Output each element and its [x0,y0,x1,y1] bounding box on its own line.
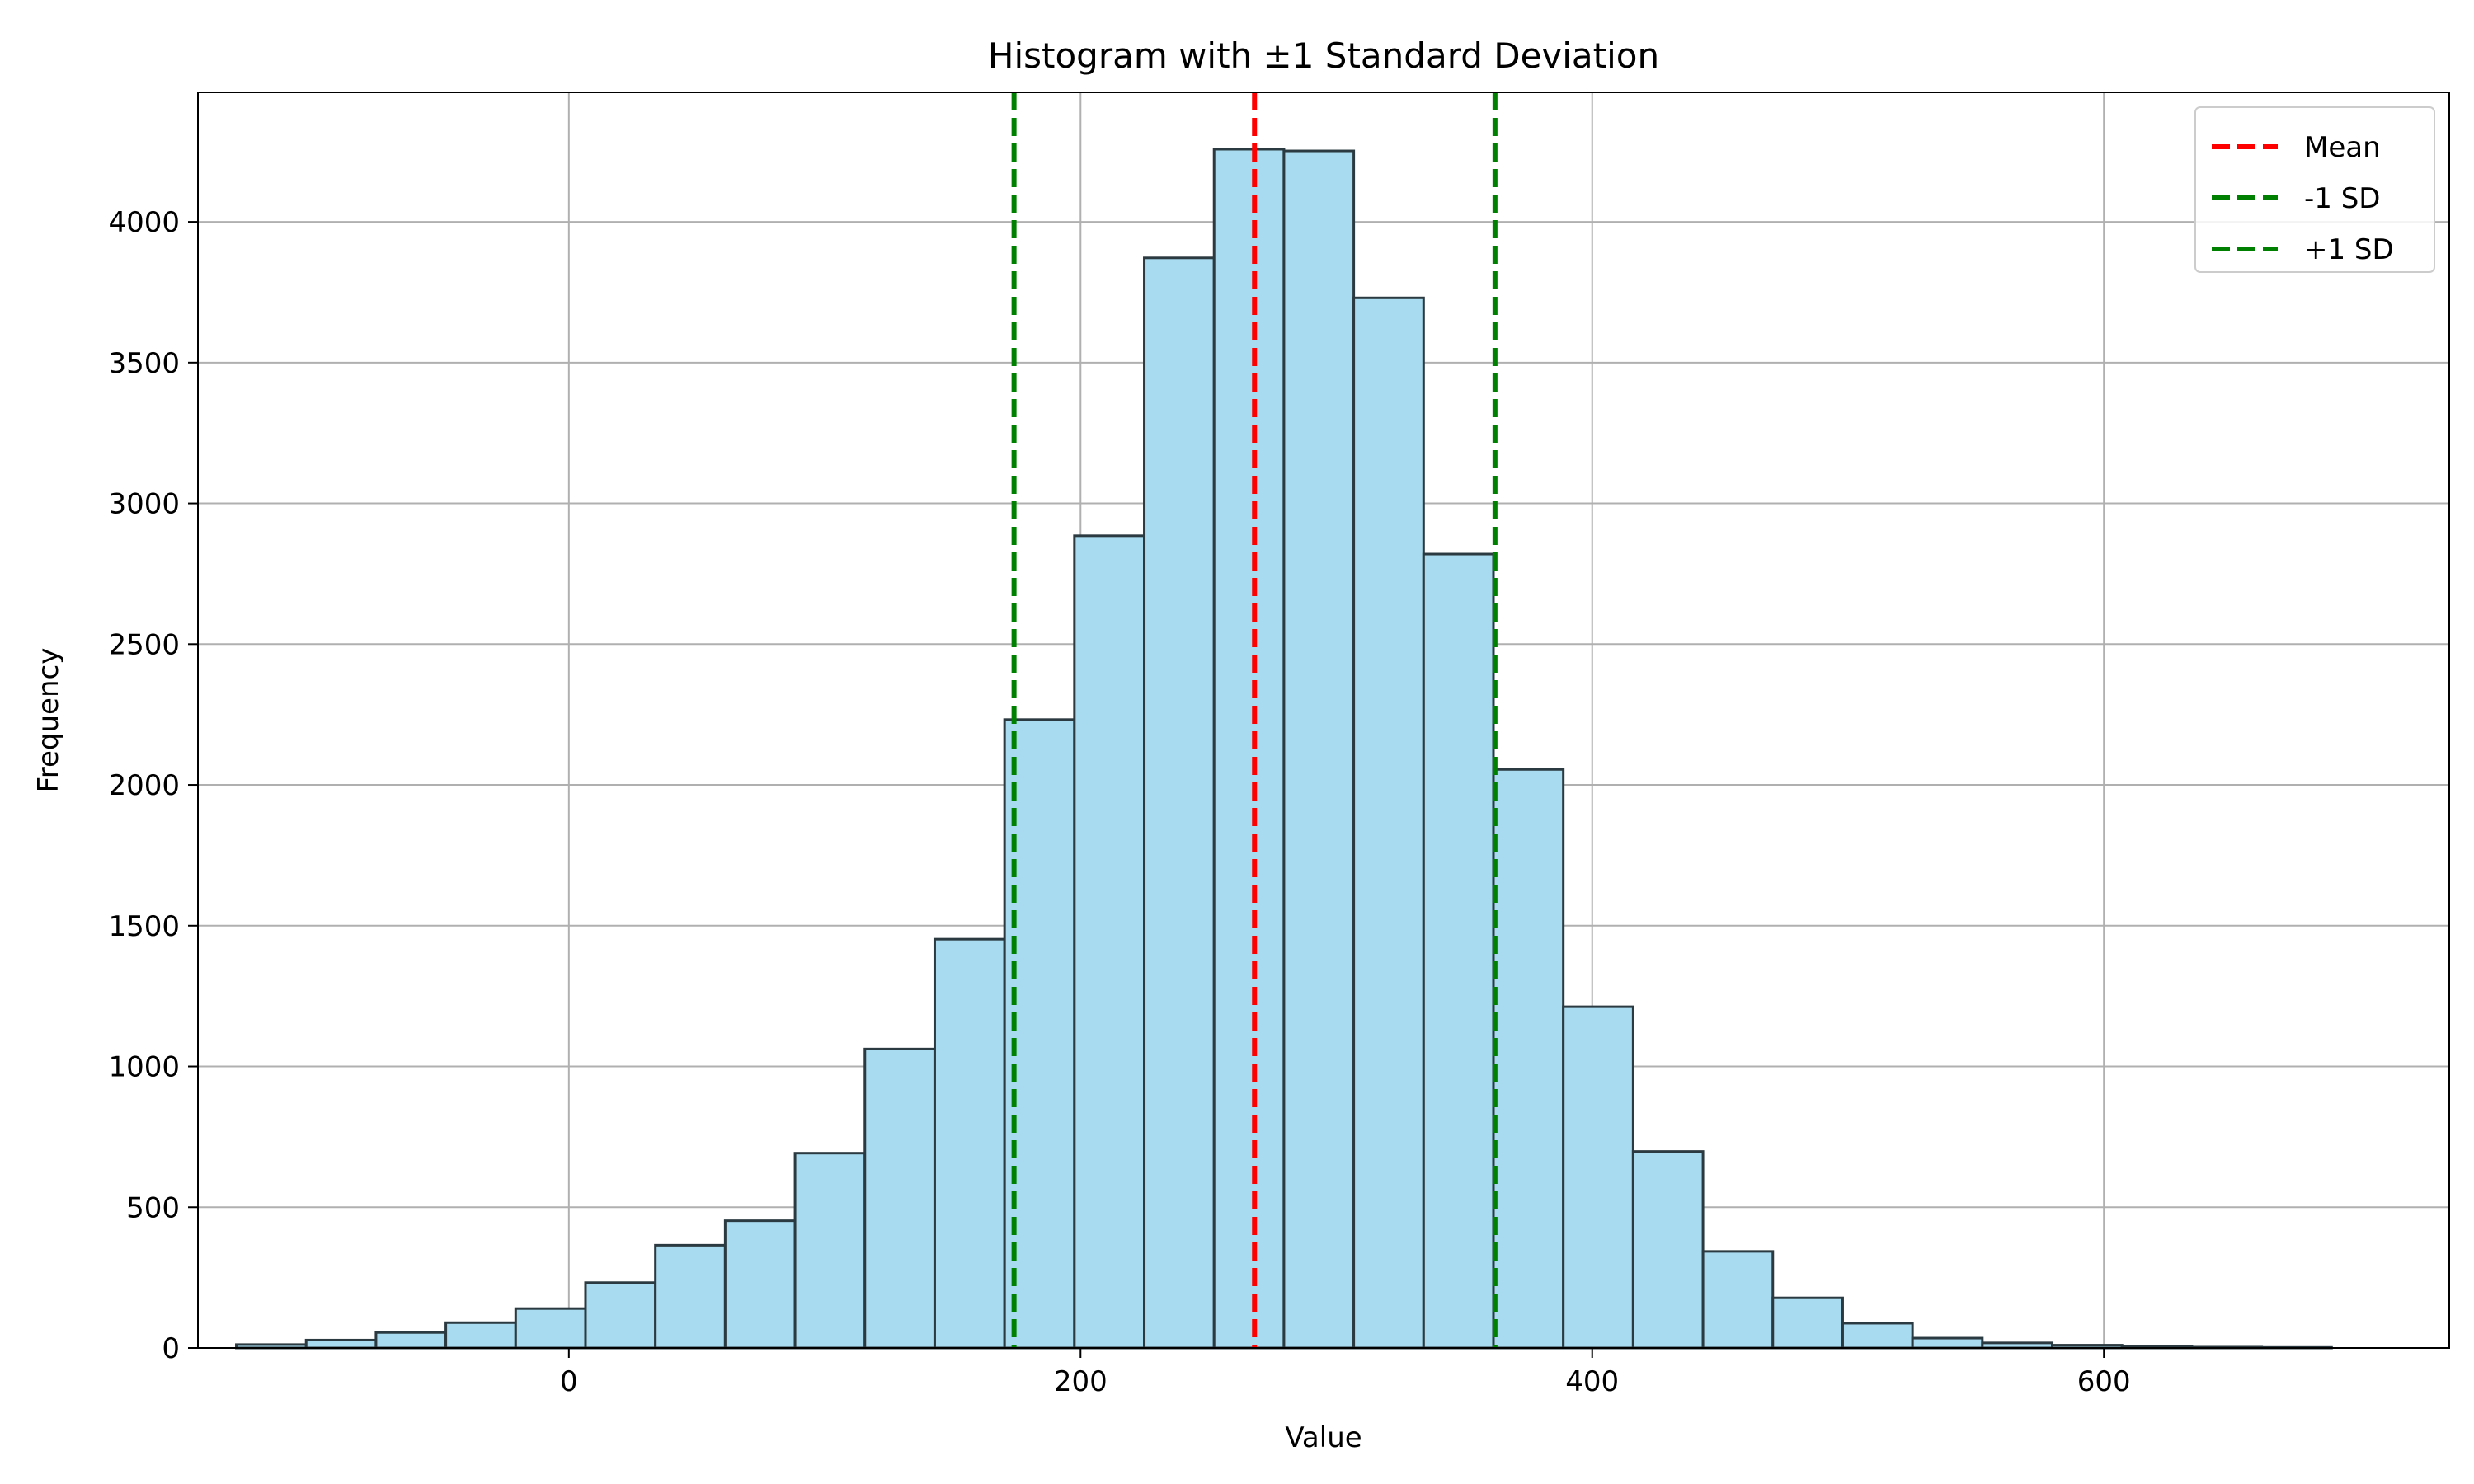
histogram-bar [1492,768,1565,1350]
y-tick-label: 500 [126,1191,180,1224]
chart-title: Histogram with ±1 Standard Deviation [988,35,1659,76]
histogram-bar [1701,1250,1775,1350]
legend: Mean -1 SD +1 SD [2194,106,2435,273]
plot-frame [197,92,2450,1349]
histogram-bar [1073,534,1146,1350]
y-tick-label: 2000 [108,769,180,802]
histogram-bar [374,1331,448,1350]
legend-label: Mean [2304,131,2381,164]
y-tick-label: 1000 [108,1051,180,1084]
legend-label: +1 SD [2304,233,2394,266]
histogram-bar [1911,1336,1984,1350]
histogram-bar [444,1321,517,1350]
histogram-bar [584,1281,657,1350]
histogram-bar [304,1338,378,1350]
histogram-bar [1631,1150,1705,1350]
x-tick-label: 600 [2077,1365,2131,1398]
x-axis-label: Value [1285,1421,1362,1454]
histogram-bar [723,1219,797,1350]
histogram-bar [863,1047,936,1350]
histogram-bar [1562,1005,1634,1350]
histogram-bar [1422,552,1495,1350]
y-tick-label: 0 [162,1332,180,1365]
histogram-bar [1352,296,1425,1350]
y-tick-label: 4000 [108,206,180,239]
histogram-bars [235,148,2333,1350]
x-axis-ticks: 0 200 400 600 [560,1348,2131,1398]
histogram-bar [1282,149,1356,1350]
y-tick-label: 2500 [108,628,180,661]
y-tick-label: 3500 [108,347,180,380]
x-tick-label: 0 [560,1365,578,1398]
y-axis-ticks: 0 500 1000 1500 2000 2500 3000 3500 4000 [108,206,198,1365]
histogram-bar [514,1307,587,1350]
reference-lines [1011,92,1498,1348]
histogram-bar [1841,1322,1914,1350]
histogram-bar [793,1152,867,1350]
y-axis-label: Frequency [32,648,65,793]
legend-label: -1 SD [2304,182,2380,215]
histogram-bar [1212,148,1286,1350]
histogram-bar [654,1243,727,1350]
x-tick-label: 400 [1565,1365,1619,1398]
histogram-bar [1143,256,1216,1350]
histogram-bar [1771,1296,1844,1350]
y-tick-label: 1500 [108,910,180,943]
y-tick-label: 3000 [108,488,180,521]
histogram-bar [933,937,1006,1350]
x-tick-label: 200 [1054,1365,1108,1398]
